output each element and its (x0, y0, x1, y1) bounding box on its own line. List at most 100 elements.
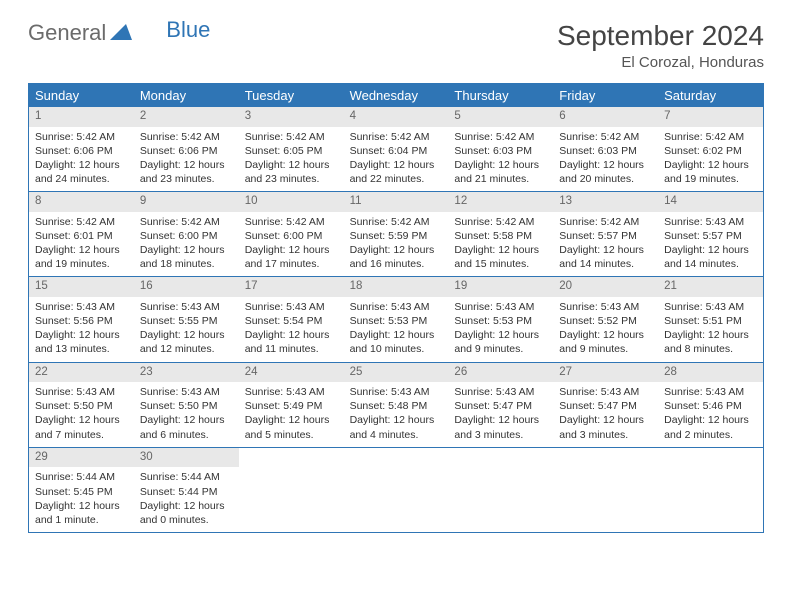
day-info: Sunrise: 5:43 AMSunset: 5:49 PMDaylight:… (239, 382, 344, 447)
day-header: Monday (134, 84, 239, 107)
day-info: Sunrise: 5:44 AMSunset: 5:44 PMDaylight:… (134, 467, 239, 532)
day-info-line: Sunrise: 5:42 AM (454, 130, 547, 144)
day-info-line: Daylight: 12 hours (35, 243, 128, 257)
day-info-line: and 14 minutes. (664, 257, 757, 271)
day-info-line: Daylight: 12 hours (454, 413, 547, 427)
day-info-line: Sunset: 5:50 PM (35, 399, 128, 413)
day-number: 16 (134, 277, 239, 297)
day-info-line: Daylight: 12 hours (35, 328, 128, 342)
day-cell: 30Sunrise: 5:44 AMSunset: 5:44 PMDayligh… (134, 448, 239, 532)
day-info-line: and 19 minutes. (664, 172, 757, 186)
day-info-line: Sunset: 5:52 PM (559, 314, 652, 328)
day-info-line: and 21 minutes. (454, 172, 547, 186)
day-info: Sunrise: 5:42 AMSunset: 6:03 PMDaylight:… (553, 127, 658, 192)
week-row: 1Sunrise: 5:42 AMSunset: 6:06 PMDaylight… (29, 107, 763, 191)
day-cell: 17Sunrise: 5:43 AMSunset: 5:54 PMDayligh… (239, 277, 344, 361)
day-info-line: Daylight: 12 hours (350, 328, 443, 342)
day-info-line: Sunrise: 5:42 AM (454, 215, 547, 229)
day-number: 19 (448, 277, 553, 297)
week-row: 8Sunrise: 5:42 AMSunset: 6:01 PMDaylight… (29, 191, 763, 276)
day-info-line: and 7 minutes. (35, 428, 128, 442)
day-info-line: Sunset: 5:49 PM (245, 399, 338, 413)
day-info-line: Daylight: 12 hours (559, 413, 652, 427)
day-cell: 9Sunrise: 5:42 AMSunset: 6:00 PMDaylight… (134, 192, 239, 276)
day-info-line: Daylight: 12 hours (245, 328, 338, 342)
day-info-line: and 6 minutes. (140, 428, 233, 442)
day-info-line: and 0 minutes. (140, 513, 233, 527)
day-info-line: Sunset: 5:53 PM (454, 314, 547, 328)
day-info-line: Sunrise: 5:43 AM (140, 300, 233, 314)
day-info-line: Daylight: 12 hours (664, 413, 757, 427)
day-number: 21 (658, 277, 763, 297)
day-info-line: Sunrise: 5:42 AM (245, 130, 338, 144)
day-info: Sunrise: 5:43 AMSunset: 5:46 PMDaylight:… (658, 382, 763, 447)
day-info-line: and 12 minutes. (140, 342, 233, 356)
day-header: Tuesday (239, 84, 344, 107)
day-info-line: Sunset: 5:44 PM (140, 485, 233, 499)
day-number: 17 (239, 277, 344, 297)
day-cell: 13Sunrise: 5:42 AMSunset: 5:57 PMDayligh… (553, 192, 658, 276)
day-info-line: Sunrise: 5:43 AM (664, 215, 757, 229)
day-cell: 18Sunrise: 5:43 AMSunset: 5:53 PMDayligh… (344, 277, 449, 361)
day-info-line: and 5 minutes. (245, 428, 338, 442)
day-info-line: and 18 minutes. (140, 257, 233, 271)
day-info-line: and 1 minute. (35, 513, 128, 527)
day-info: Sunrise: 5:42 AMSunset: 6:00 PMDaylight:… (239, 212, 344, 277)
day-info: Sunrise: 5:42 AMSunset: 6:04 PMDaylight:… (344, 127, 449, 192)
day-number: 30 (134, 448, 239, 468)
day-info-line: Daylight: 12 hours (350, 413, 443, 427)
day-info-line: Daylight: 12 hours (559, 158, 652, 172)
day-info-line: Daylight: 12 hours (140, 158, 233, 172)
day-info-line: Sunrise: 5:42 AM (559, 215, 652, 229)
day-info-line: Daylight: 12 hours (350, 243, 443, 257)
day-cell: 3Sunrise: 5:42 AMSunset: 6:05 PMDaylight… (239, 107, 344, 191)
month-title: September 2024 (557, 20, 764, 52)
day-info-line: Sunrise: 5:43 AM (559, 300, 652, 314)
day-info-line: Sunset: 5:59 PM (350, 229, 443, 243)
day-info-line: Sunset: 6:00 PM (140, 229, 233, 243)
day-number: 27 (553, 363, 658, 383)
day-info: Sunrise: 5:42 AMSunset: 6:06 PMDaylight:… (134, 127, 239, 192)
day-number: 12 (448, 192, 553, 212)
day-info-line: Sunrise: 5:43 AM (35, 385, 128, 399)
day-info-line: Daylight: 12 hours (454, 328, 547, 342)
day-cell: 25Sunrise: 5:43 AMSunset: 5:48 PMDayligh… (344, 363, 449, 447)
day-info-line: Sunset: 6:01 PM (35, 229, 128, 243)
day-info-line: Sunset: 6:02 PM (664, 144, 757, 158)
day-info: Sunrise: 5:43 AMSunset: 5:53 PMDaylight:… (448, 297, 553, 362)
day-info-line: and 15 minutes. (454, 257, 547, 271)
day-info: Sunrise: 5:43 AMSunset: 5:47 PMDaylight:… (553, 382, 658, 447)
day-cell: 29Sunrise: 5:44 AMSunset: 5:45 PMDayligh… (29, 448, 134, 532)
day-cell: 11Sunrise: 5:42 AMSunset: 5:59 PMDayligh… (344, 192, 449, 276)
day-info-line: Daylight: 12 hours (140, 499, 233, 513)
day-cell: 5Sunrise: 5:42 AMSunset: 6:03 PMDaylight… (448, 107, 553, 191)
day-info: Sunrise: 5:44 AMSunset: 5:45 PMDaylight:… (29, 467, 134, 532)
day-info-line: Sunset: 6:03 PM (559, 144, 652, 158)
day-info: Sunrise: 5:43 AMSunset: 5:50 PMDaylight:… (29, 382, 134, 447)
day-info-line: Sunset: 5:47 PM (454, 399, 547, 413)
day-cell (658, 448, 763, 532)
day-info-line: Sunrise: 5:43 AM (664, 385, 757, 399)
day-info-line: Daylight: 12 hours (245, 158, 338, 172)
day-info-line: Daylight: 12 hours (664, 243, 757, 257)
day-number: 25 (344, 363, 449, 383)
day-info-line: Daylight: 12 hours (35, 158, 128, 172)
day-info: Sunrise: 5:42 AMSunset: 6:03 PMDaylight:… (448, 127, 553, 192)
day-number: 5 (448, 107, 553, 127)
day-info-line: Sunrise: 5:43 AM (140, 385, 233, 399)
day-info-line: Daylight: 12 hours (35, 413, 128, 427)
day-cell: 6Sunrise: 5:42 AMSunset: 6:03 PMDaylight… (553, 107, 658, 191)
day-info: Sunrise: 5:43 AMSunset: 5:55 PMDaylight:… (134, 297, 239, 362)
day-cell: 21Sunrise: 5:43 AMSunset: 5:51 PMDayligh… (658, 277, 763, 361)
day-info: Sunrise: 5:43 AMSunset: 5:53 PMDaylight:… (344, 297, 449, 362)
day-info-line: Sunrise: 5:42 AM (140, 215, 233, 229)
week-row: 22Sunrise: 5:43 AMSunset: 5:50 PMDayligh… (29, 362, 763, 447)
day-info-line: Sunrise: 5:44 AM (35, 470, 128, 484)
day-cell (448, 448, 553, 532)
day-info-line: Sunrise: 5:42 AM (350, 215, 443, 229)
day-cell: 26Sunrise: 5:43 AMSunset: 5:47 PMDayligh… (448, 363, 553, 447)
day-info: Sunrise: 5:42 AMSunset: 6:06 PMDaylight:… (29, 127, 134, 192)
day-info-line: Daylight: 12 hours (35, 499, 128, 513)
day-info-line: and 13 minutes. (35, 342, 128, 356)
day-number: 20 (553, 277, 658, 297)
